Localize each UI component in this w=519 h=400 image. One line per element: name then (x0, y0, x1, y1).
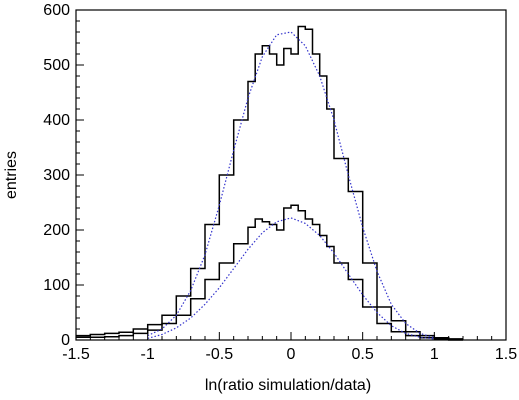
x-axis-label: ln(ratio simulation/data) (205, 377, 371, 394)
y-axis: 0 100 200 300 400 500 600 (43, 2, 84, 349)
y-tick-label: 200 (43, 222, 70, 239)
x-tick-label: 1 (430, 346, 439, 363)
x-tick-label: -1.5 (62, 346, 90, 363)
x-axis: -1.5 -1 -0.5 0 0.5 1 1.5 (62, 332, 517, 363)
x-tick-label: 0 (287, 346, 296, 363)
histogram-series-2 (76, 204, 463, 341)
fit-curve-1 (147, 31, 435, 339)
x-tick-label: 0.5 (352, 346, 374, 363)
y-tick-label: 400 (43, 112, 70, 129)
y-tick-label: 300 (43, 167, 70, 184)
x-tick-label: -1 (141, 346, 155, 363)
plot-area (75, 9, 507, 341)
x-tick-label: 1.5 (495, 346, 517, 363)
y-tick-label: 0 (61, 332, 70, 349)
plot-frame (75, 9, 507, 341)
y-tick-label: 500 (43, 57, 70, 74)
histogram-series-1 (76, 25, 463, 340)
y-tick-label: 100 (43, 277, 70, 294)
y-axis-label: entries (3, 151, 20, 199)
x-tick-label: -0.5 (206, 346, 234, 363)
y-tick-label: 600 (43, 2, 70, 19)
series-layer (76, 25, 463, 341)
